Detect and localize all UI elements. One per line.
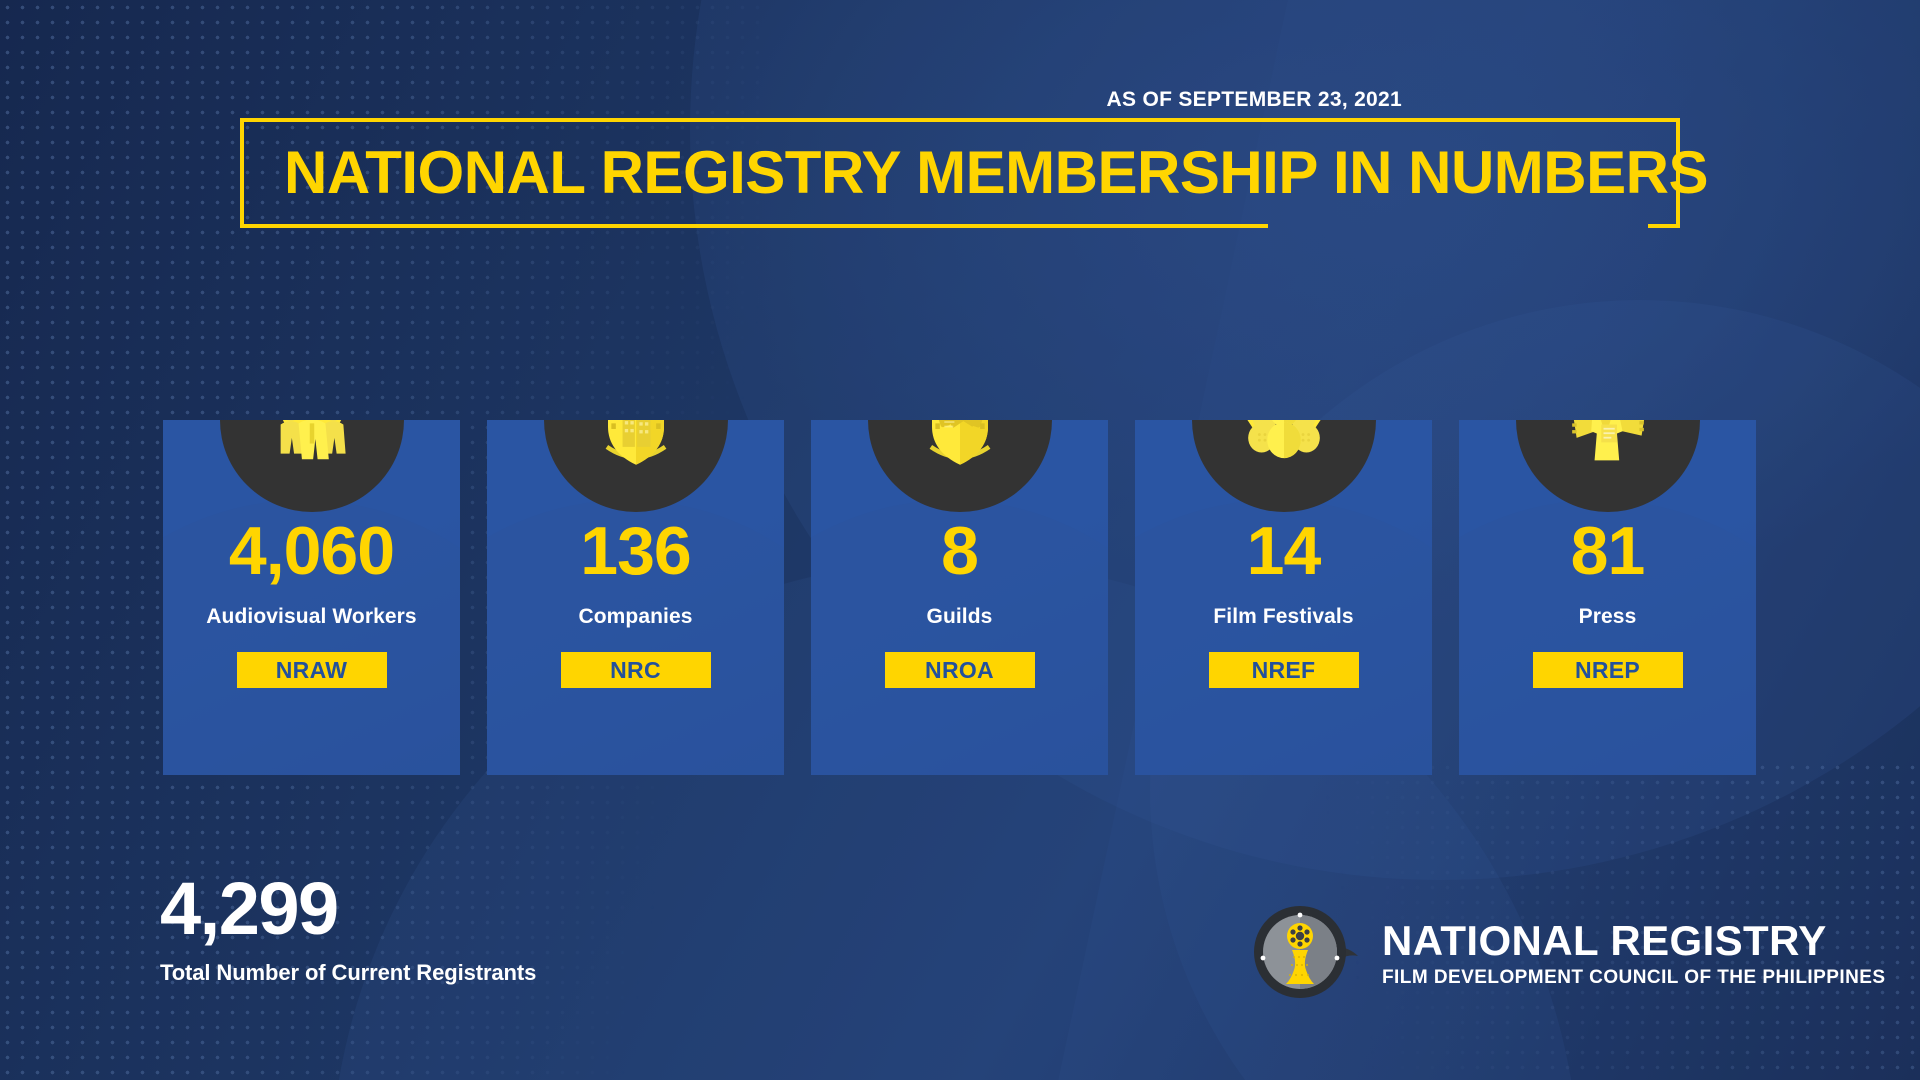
page-title: NATIONAL REGISTRY MEMBERSHIP IN NUMBERS [284,139,1708,206]
frame-border-left [240,118,244,228]
card-value: 136 [580,513,691,589]
total-registrants-block: 4,299 Total Number of Current Registrant… [160,872,536,986]
logo-title: NATIONAL REGISTRY [1382,916,1827,964]
total-value: 4,299 [160,867,339,950]
card-arc-decoration [1135,500,1432,775]
film-reel-pillar-icon [1254,906,1358,998]
card-arc-decoration [1459,500,1756,775]
shield-buildings-icon [543,420,728,512]
card-label: Film Festivals [1213,605,1354,628]
frame-border-top [240,118,1680,122]
title-frame: NATIONAL REGISTRY MEMBERSHIP IN NUMBERS [240,118,1708,228]
logo-block: NATIONAL REGISTRY FILM DEVELOPMENT COUNC… [1240,888,1886,1016]
stat-card-row: 4,060 Audiovisual Workers NRAW [163,420,1757,775]
group-of-workers-icon [219,420,404,512]
card-label: Guilds [926,605,993,628]
card-value: 81 [1570,513,1646,589]
card-value: 4,060 [228,513,395,589]
stat-card-film-festivals[interactable]: 14 Film Festivals NREF [1135,420,1432,775]
reporter-microphone-icon [1515,420,1700,512]
card-arc-decoration [487,500,784,775]
card-value: 8 [941,513,979,589]
card-arc-decoration [811,500,1108,775]
logo-subtitle: FILM DEVELOPMENT COUNCIL OF THE PHILIPPI… [1382,966,1886,988]
frame-border-right [1676,118,1680,228]
stat-card-audiovisual-workers[interactable]: 4,060 Audiovisual Workers NRAW [163,420,460,775]
card-code-badge[interactable]: NRAW [236,652,387,688]
frame-border-bottom-left [240,224,1268,228]
festival-crowd-icon [1191,420,1376,512]
stat-card-companies[interactable]: 136 Companies NRC [487,420,784,775]
stat-card-press[interactable]: 81 Press NREP [1459,420,1756,775]
card-label: Audiovisual Workers [206,605,417,628]
stat-card-guilds[interactable]: 8 Guilds NROA [811,420,1108,775]
card-code-badge[interactable]: NRC [560,652,711,688]
card-label: Companies [578,605,693,628]
as-of-date: AS OF SEPTEMBER 23, 2021 [1106,88,1402,111]
card-label: Press [1578,605,1637,628]
card-code-badge[interactable]: NREP [1532,652,1683,688]
shield-handshake-icon [867,420,1052,512]
card-code-badge[interactable]: NREF [1208,652,1359,688]
card-value: 14 [1246,513,1322,589]
card-arc-decoration [163,500,460,775]
frame-border-bottom-right [1648,224,1680,228]
total-label: Total Number of Current Registrants [160,960,537,985]
card-code-badge[interactable]: NROA [884,652,1035,688]
